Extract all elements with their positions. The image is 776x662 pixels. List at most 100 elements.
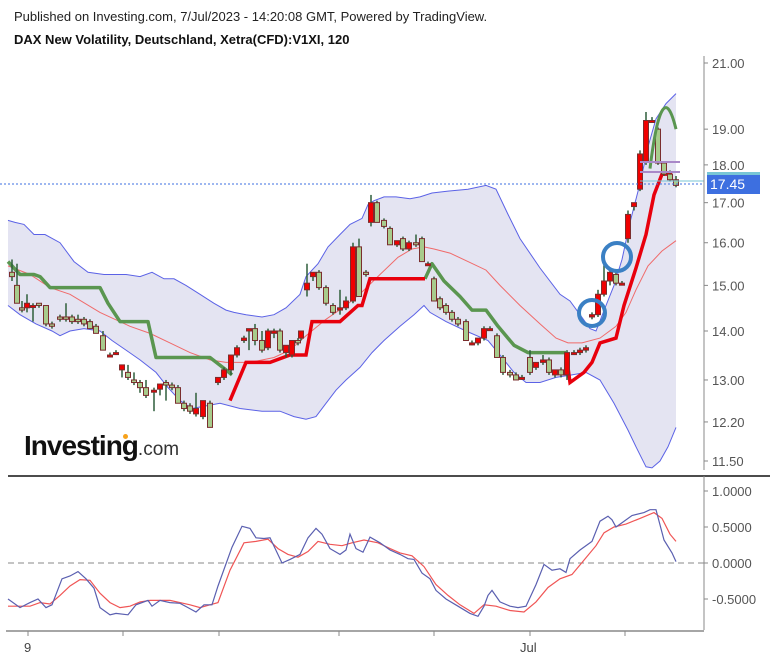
candle bbox=[463, 319, 469, 341]
candle bbox=[661, 161, 667, 176]
candle bbox=[181, 400, 187, 412]
candle-body bbox=[381, 219, 387, 227]
candle-body bbox=[519, 376, 525, 380]
candle bbox=[337, 289, 343, 315]
supertrend-lines bbox=[6, 172, 672, 402]
price-tick-label: 18.00 bbox=[712, 158, 745, 173]
candle bbox=[87, 319, 93, 330]
candle bbox=[277, 328, 283, 353]
candle-body bbox=[119, 364, 125, 371]
candle-body bbox=[36, 302, 42, 307]
candle-body bbox=[500, 356, 506, 373]
candle-body bbox=[63, 316, 69, 320]
candle bbox=[143, 379, 149, 399]
candle bbox=[519, 374, 525, 380]
candle bbox=[613, 272, 619, 286]
candle bbox=[304, 263, 310, 297]
candle bbox=[625, 210, 631, 243]
bollinger-bands bbox=[7, 93, 677, 469]
candle bbox=[289, 339, 295, 358]
candle-body bbox=[455, 318, 461, 325]
candle bbox=[259, 330, 265, 353]
candle-body bbox=[475, 337, 481, 344]
price-axis[interactable]: 21.00 19.00 18.00 17.00 16.00 15.00 14.00 13.00… bbox=[704, 56, 745, 469]
bollinger-lower bbox=[7, 304, 677, 469]
highlight-circle bbox=[577, 298, 607, 328]
candle bbox=[381, 218, 387, 229]
candle bbox=[413, 234, 419, 247]
candle bbox=[552, 369, 558, 378]
candle bbox=[295, 338, 301, 346]
candle-body bbox=[649, 120, 655, 124]
candle bbox=[323, 285, 329, 306]
candle bbox=[241, 335, 247, 343]
candle-body bbox=[643, 120, 649, 162]
candle bbox=[163, 379, 169, 401]
candle bbox=[30, 303, 36, 322]
candle-body bbox=[43, 305, 49, 325]
supertrend-down bbox=[6, 260, 234, 377]
candle-body bbox=[295, 339, 301, 344]
candle bbox=[387, 226, 393, 246]
candle-body bbox=[625, 213, 631, 240]
candle bbox=[36, 302, 42, 308]
candle-body bbox=[151, 389, 157, 393]
candle bbox=[494, 333, 500, 358]
candle-body bbox=[552, 369, 558, 376]
candle bbox=[577, 347, 583, 356]
candle-body bbox=[163, 382, 169, 386]
candle-body bbox=[157, 383, 163, 390]
oscillator-axis[interactable]: 1.0000 0.5000 0.0000 -0.5000 bbox=[704, 484, 756, 607]
candle-body bbox=[310, 271, 316, 278]
candle-body bbox=[137, 382, 143, 389]
candle bbox=[57, 314, 63, 322]
candle bbox=[437, 296, 443, 311]
candle-body bbox=[87, 321, 93, 330]
candle bbox=[607, 270, 613, 286]
logo-brand: Investing bbox=[24, 430, 139, 461]
candle-body bbox=[437, 298, 443, 309]
candle bbox=[540, 355, 546, 365]
supertrend-up bbox=[228, 277, 425, 402]
candle bbox=[63, 303, 69, 322]
candle bbox=[93, 323, 99, 334]
candle-body bbox=[337, 307, 343, 311]
candle-body bbox=[481, 328, 487, 339]
candle-body bbox=[14, 284, 20, 304]
candle-body bbox=[316, 271, 322, 289]
candle bbox=[137, 379, 143, 393]
candle bbox=[546, 357, 552, 375]
candle-body bbox=[374, 202, 380, 223]
candle bbox=[169, 382, 175, 391]
logo-suffix: .com bbox=[137, 439, 180, 460]
candle-body bbox=[631, 202, 637, 208]
candle bbox=[564, 350, 570, 380]
candle bbox=[125, 364, 131, 380]
bollinger-middle bbox=[7, 240, 677, 363]
candle-body bbox=[419, 238, 425, 263]
candle bbox=[221, 367, 227, 380]
green-arrow bbox=[648, 106, 678, 169]
candle-body bbox=[107, 354, 113, 358]
candle bbox=[673, 175, 679, 188]
price-tick-label: 19.00 bbox=[712, 122, 745, 137]
time-axis[interactable]: 9 Jul bbox=[24, 631, 626, 655]
price-tick-label: 15.00 bbox=[712, 278, 745, 293]
candle bbox=[363, 270, 369, 277]
candle-body bbox=[19, 307, 25, 311]
candle bbox=[310, 271, 316, 281]
candle bbox=[175, 385, 181, 404]
candle-body bbox=[546, 359, 552, 373]
candle bbox=[400, 236, 406, 252]
candle bbox=[75, 314, 81, 324]
candle bbox=[374, 200, 380, 223]
osc-tick-label: -0.5000 bbox=[712, 592, 756, 607]
candle bbox=[406, 240, 412, 252]
candle-body bbox=[143, 387, 149, 396]
candle-body bbox=[241, 337, 247, 341]
candle-body bbox=[619, 282, 625, 286]
time-tick-label: 9 bbox=[24, 640, 31, 655]
candle-body bbox=[425, 263, 431, 267]
candle bbox=[228, 354, 234, 375]
